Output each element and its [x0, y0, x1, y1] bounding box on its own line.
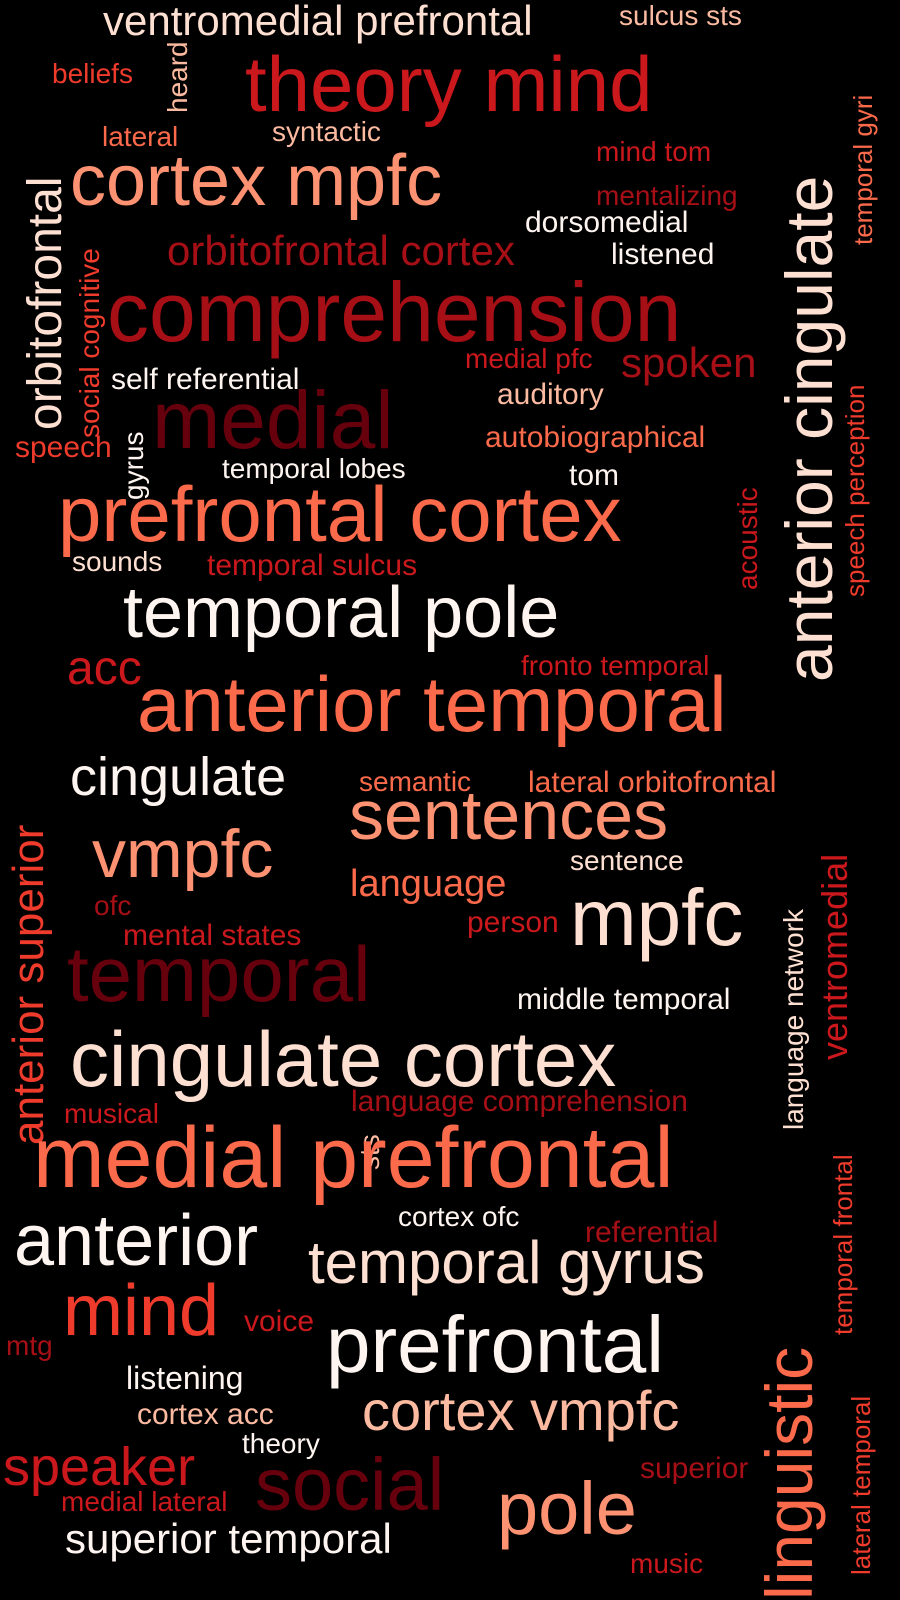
- word-cortex-acc: cortex acc: [137, 1398, 274, 1431]
- word-language-network: language network: [778, 908, 809, 1130]
- word-listened: listened: [611, 238, 715, 271]
- word-mind-tom: mind tom: [596, 136, 712, 167]
- word-medial-prefrontal: medial prefrontal: [33, 1110, 674, 1206]
- word-temporal-gyrus: temporal gyrus: [308, 1229, 705, 1296]
- word-listening: listening: [126, 1360, 244, 1396]
- word-superior-temporal: superior temporal: [65, 1515, 392, 1562]
- word-temporal-pole: temporal pole: [123, 573, 560, 653]
- word-musical: musical: [64, 1098, 159, 1129]
- word-self-referential: self referential: [111, 363, 300, 396]
- word-orbitofrontal-cortex: orbitofrontal cortex: [167, 227, 515, 274]
- word-sounds: sounds: [72, 546, 163, 577]
- word-pole: pole: [497, 1467, 637, 1550]
- word-temporal-lobes: temporal lobes: [222, 453, 406, 484]
- word-temporal-sulcus: temporal sulcus: [207, 549, 418, 582]
- word-theory: theory: [242, 1428, 320, 1459]
- word-medial: medial: [152, 375, 394, 466]
- word-sulcus-sts: sulcus sts: [619, 0, 742, 31]
- word-mentalizing: mentalizing: [596, 180, 738, 211]
- word-vmpfc: vmpfc: [92, 816, 274, 892]
- word-acc: acc: [67, 642, 142, 695]
- word-temporal: temporal: [67, 930, 371, 1018]
- word-temporal-gyri: temporal gyri: [848, 94, 878, 245]
- word-temporal-frontal: temporal frontal: [828, 1154, 858, 1335]
- word-lateral-orbitofrontal: lateral orbitofrontal: [528, 766, 777, 799]
- word-theory-mind: theory mind: [245, 40, 653, 128]
- word-semantic: semantic: [359, 766, 472, 797]
- word-cingulate: cingulate: [70, 747, 287, 807]
- word-syntactic: syntactic: [272, 116, 381, 147]
- word-cortex-mpfc: cortex mpfc: [70, 141, 443, 221]
- word-ofc: ofc: [94, 890, 132, 921]
- word-social-cognitive: social cognitive: [74, 248, 105, 438]
- word-heard: heard: [162, 41, 193, 113]
- word-mental-states: mental states: [123, 919, 302, 952]
- word-mind: mind: [63, 1271, 220, 1351]
- word-anterior-superior: anterior superior: [4, 824, 53, 1145]
- word-sentence: sentence: [570, 845, 684, 876]
- word-speaker: speaker: [3, 1437, 196, 1497]
- word-speech: speech: [15, 431, 112, 464]
- word-acoustic: acoustic: [732, 487, 763, 590]
- word-linguistic: linguistic: [752, 1346, 826, 1600]
- word-anterior-cingulate: anterior cingulate: [772, 175, 846, 682]
- word-referential: referential: [585, 1216, 719, 1249]
- word-middle-temporal: middle temporal: [517, 983, 731, 1016]
- word-language: language: [350, 863, 507, 905]
- word-medial-pfc: medial pfc: [465, 343, 593, 374]
- word-prefrontal-cortex: prefrontal cortex: [58, 470, 622, 558]
- word-anterior: anterior: [14, 1201, 259, 1281]
- word-spoken: spoken: [621, 339, 757, 386]
- word-auditory: auditory: [497, 378, 604, 411]
- word-language-comprehension: language comprehension: [351, 1085, 688, 1118]
- word-cortex-ofc: cortex ofc: [398, 1201, 520, 1232]
- word-fronto-temporal: fronto temporal: [521, 650, 710, 681]
- word-dorsomedial: dorsomedial: [525, 206, 689, 239]
- word-cingulate-cortex: cingulate cortex: [70, 1015, 617, 1103]
- word-sentences: sentences: [349, 776, 669, 854]
- word-prefrontal: prefrontal: [326, 1300, 664, 1389]
- word-tom: tom: [569, 459, 620, 492]
- word-medial-lateral: medial lateral: [61, 1486, 228, 1517]
- word-social: social: [255, 1443, 445, 1526]
- word-voice: voice: [244, 1305, 315, 1338]
- word-speech-perception: speech perception: [840, 384, 870, 597]
- word-lateral-temporal: lateral temporal: [846, 1395, 876, 1575]
- word-mtg: mtg: [6, 1330, 53, 1361]
- word-person: person: [467, 906, 559, 939]
- word-lateral: lateral: [102, 121, 179, 152]
- word-mpfc: mpfc: [570, 873, 744, 962]
- word-anterior-temporal: anterior temporal: [137, 660, 727, 748]
- word-beliefs: beliefs: [52, 58, 133, 89]
- word-comprehension: comprehension: [107, 265, 682, 359]
- word-superior: superior: [640, 1452, 749, 1485]
- word-ventromedial-prefrontal: ventromedial prefrontal: [103, 0, 533, 44]
- word-ventromedial: ventromedial: [814, 853, 855, 1060]
- word-cortex-vmpfc: cortex vmpfc: [362, 1379, 680, 1442]
- word-autobiographical: autobiographical: [485, 421, 706, 454]
- word-orbitofrontal: orbitofrontal: [19, 176, 72, 430]
- word-music: music: [630, 1548, 704, 1579]
